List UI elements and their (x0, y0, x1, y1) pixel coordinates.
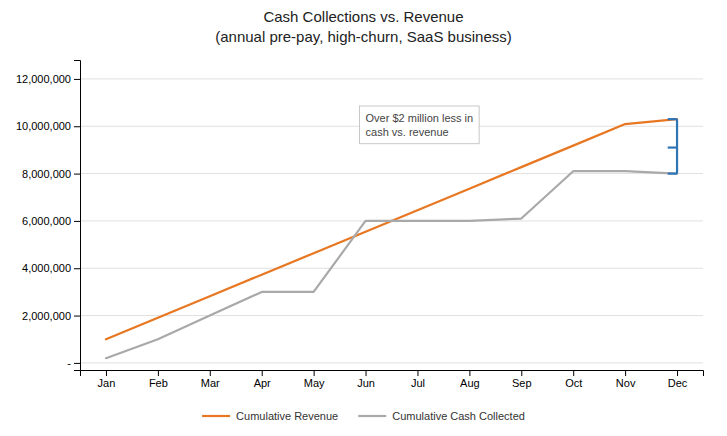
x-tick: Mar (201, 370, 220, 389)
y-tick-mark (74, 363, 80, 364)
annotation: Over $2 million less incash vs. revenue (360, 106, 480, 144)
x-tick-label: Dec (668, 377, 688, 389)
grid-line (80, 315, 703, 316)
y-tick: 12,000,000 (16, 73, 80, 85)
y-tick-mark (74, 316, 80, 317)
legend-label: Cumulative Cash Collected (392, 410, 525, 422)
grid-line (80, 268, 703, 269)
x-tick-mark (366, 370, 367, 376)
x-tick-mark (210, 370, 211, 376)
x-tick-label: Oct (565, 377, 582, 389)
grid-line (80, 362, 703, 363)
x-tick-mark (521, 370, 522, 376)
y-axis-line (74, 61, 81, 371)
legend-item: Cumulative Revenue (202, 410, 338, 422)
legend-swatch (358, 415, 386, 417)
legend: Cumulative Revenue Cumulative Cash Collec… (202, 410, 525, 422)
bracket-tick (668, 172, 677, 174)
x-tick-label: Mar (201, 377, 220, 389)
y-tick: - (67, 357, 80, 369)
bracket-tick (668, 146, 677, 148)
x-tick: Oct (565, 370, 582, 389)
y-tick: 8,000,000 (22, 168, 80, 180)
x-tick-mark (625, 370, 626, 376)
x-tick: Dec (668, 370, 688, 389)
x-tick-mark (573, 370, 574, 376)
plot: - 2,000,000 4,000,000 6,000,000 8,000,000 10,… (16, 61, 704, 389)
bracket (668, 119, 677, 173)
annotation-box (360, 106, 480, 144)
y-tick-label: 12,000,000 (16, 73, 71, 85)
x-tick: Nov (616, 370, 636, 389)
x-tick: Aug (460, 370, 480, 389)
x-tick: Sep (512, 370, 532, 389)
x-axis: Jan Feb Mar Apr May Jun Jul Aug Sep Oct Nov Dec (81, 370, 704, 389)
x-tick-label: May (304, 377, 325, 389)
y-tick-label: 2,000,000 (22, 310, 71, 322)
y-tick-mark (74, 268, 80, 269)
y-tick-mark (74, 79, 80, 80)
x-tick-mark (106, 370, 107, 376)
legend-label: Cumulative Revenue (236, 410, 338, 422)
y-tick: 10,000,000 (16, 120, 80, 132)
x-tick: Apr (254, 370, 271, 389)
legend-item: Cumulative Cash Collected (358, 410, 525, 422)
y-tick-label: 4,000,000 (22, 262, 71, 274)
y-tick: 6,000,000 (22, 215, 80, 227)
y-tick-mark (74, 174, 80, 175)
y-tick-label: 8,000,000 (22, 168, 71, 180)
x-tick: Feb (149, 370, 168, 389)
x-tick-mark (469, 370, 470, 376)
x-tick-label: Apr (254, 377, 271, 389)
x-axis-line (81, 371, 704, 377)
x-tick-label: Jun (357, 377, 375, 389)
annotation-text: Over $2 million less incash vs. revenue (366, 112, 474, 138)
legend-swatch (202, 415, 230, 417)
grid-line (80, 78, 703, 79)
x-tick: May (304, 370, 325, 389)
title: Cash Collections vs. Revenue(annual pre-… (215, 8, 512, 45)
series-line (106, 171, 677, 358)
chart: - 2,000,000 4,000,000 6,000,000 8,000,000 10,… (0, 0, 727, 436)
bracket-tick (668, 118, 677, 120)
series-line (106, 119, 677, 339)
y-tick-mark (74, 126, 80, 127)
x-tick-label: Feb (149, 377, 168, 389)
grid (80, 79, 703, 363)
x-tick-mark (158, 370, 159, 376)
grid-line (80, 173, 703, 174)
x-tick-mark (417, 370, 418, 376)
x-tick-mark (314, 370, 315, 376)
y-tick-label: 6,000,000 (22, 215, 71, 227)
y-tick-mark (74, 221, 80, 222)
y-tick-label: - (67, 357, 71, 369)
x-tick-label: Aug (460, 377, 480, 389)
x-tick-mark (677, 370, 678, 376)
y-tick: 4,000,000 (22, 262, 80, 274)
x-tick: Jul (411, 370, 425, 389)
x-tick-label: Jan (98, 377, 116, 389)
x-tick-mark (262, 370, 263, 376)
y-tick-label: 10,000,000 (16, 120, 71, 132)
marks (106, 119, 677, 358)
x-tick-label: Nov (616, 377, 636, 389)
bracket-span (676, 119, 678, 173)
x-tick: Jan (98, 370, 116, 389)
x-tick: Jun (357, 370, 375, 389)
x-tick-label: Jul (411, 377, 425, 389)
x-tick-label: Sep (512, 377, 532, 389)
y-axis: - 2,000,000 4,000,000 6,000,000 8,000,000 10,… (16, 61, 81, 371)
y-tick: 2,000,000 (22, 310, 80, 322)
